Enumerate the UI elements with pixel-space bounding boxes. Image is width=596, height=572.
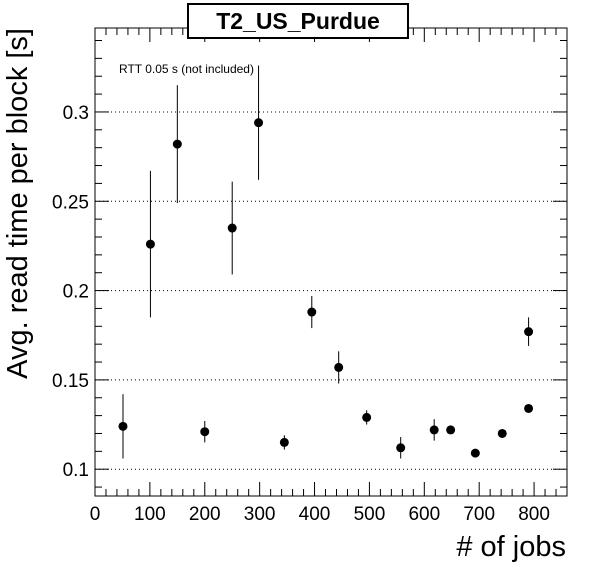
y-tick-label: 0.3 xyxy=(63,103,89,124)
y-tick-label: 0.25 xyxy=(52,192,89,213)
data-point xyxy=(118,421,128,431)
data-point xyxy=(362,412,372,422)
data-point xyxy=(145,239,155,249)
x-tick-label: 500 xyxy=(354,504,386,525)
data-point xyxy=(470,448,480,458)
data-point xyxy=(254,118,264,128)
x-tick-labels: 0 100 200 300 400 500 600 700 800 xyxy=(90,504,550,525)
data-point xyxy=(279,437,289,447)
plot-frame xyxy=(94,27,568,497)
data-point xyxy=(172,139,182,149)
title-box xyxy=(187,3,409,39)
x-tick-label: 800 xyxy=(518,504,550,525)
x-tick-label: 100 xyxy=(134,504,166,525)
data-point xyxy=(200,427,210,437)
data-point xyxy=(227,223,237,233)
axis-ticks xyxy=(94,28,568,496)
data-point xyxy=(524,403,534,413)
data-point xyxy=(446,425,456,435)
grid-lines xyxy=(95,111,567,470)
y-tick-label: 0.15 xyxy=(52,371,89,392)
y-tick-label: 0.1 xyxy=(63,460,89,481)
data-points xyxy=(118,65,534,459)
data-point xyxy=(307,307,317,317)
x-tick-label: 600 xyxy=(408,504,440,525)
y-tick-labels: 0.1 0.15 0.2 0.25 0.3 xyxy=(52,103,89,481)
x-tick-label: 400 xyxy=(299,504,331,525)
x-tick-label: 700 xyxy=(463,504,495,525)
x-tick-label: 200 xyxy=(189,504,221,525)
data-point xyxy=(524,327,534,337)
data-point xyxy=(334,362,344,372)
chart-title: T2_US_Purdue xyxy=(216,8,380,34)
y-tick-label: 0.2 xyxy=(63,282,89,303)
data-point xyxy=(396,443,406,453)
x-axis-title: # of jobs xyxy=(456,531,566,563)
data-point xyxy=(497,428,507,438)
y-axis-title: Avg. read time per block [s] xyxy=(2,28,34,379)
x-tick-label: 0 xyxy=(90,504,101,525)
x-tick-label: 300 xyxy=(244,504,276,525)
rtt-annotation: RTT 0.05 s (not included) xyxy=(119,62,254,76)
data-point xyxy=(429,425,439,435)
